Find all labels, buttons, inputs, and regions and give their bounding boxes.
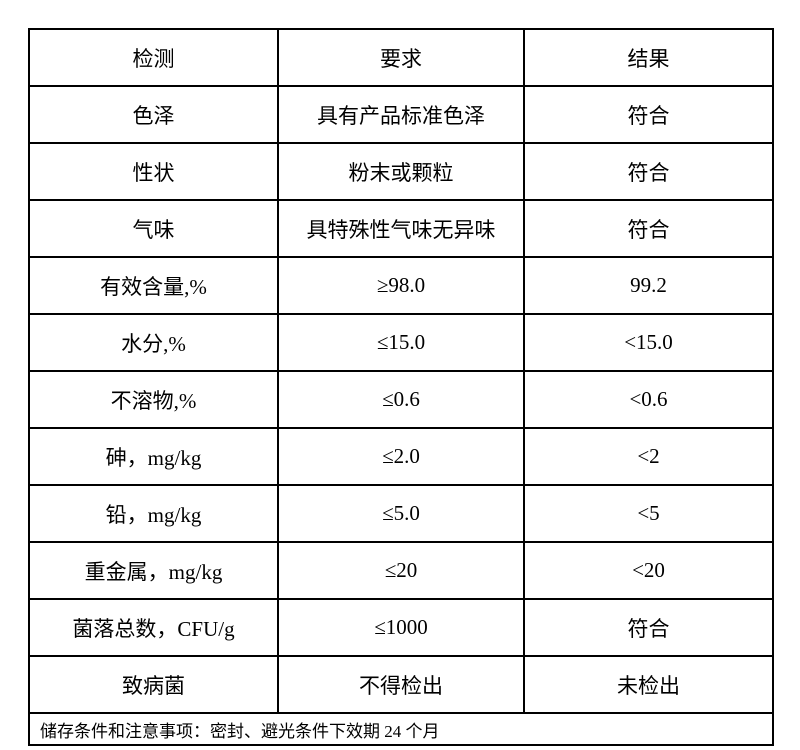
cell-requirement: ≤20	[277, 541, 525, 600]
cell-test-item: 色泽	[28, 85, 279, 144]
table-row: 水分,% ≤15.0 <15.0	[28, 313, 774, 372]
cell-requirement: ≤0.6	[277, 370, 525, 429]
cell-test-item: 重金属，mg/kg	[28, 541, 279, 600]
table-row: 致病菌 不得检出 未检出	[28, 655, 774, 714]
table-body: 色泽 具有产品标准色泽 符合 性状 粉末或颗粒 符合 气味 具特殊性气味无异味 符合 有效含量,%…	[28, 85, 774, 714]
cell-requirement: 不得检出	[277, 655, 525, 714]
cell-test-item: 菌落总数，CFU/g	[28, 598, 279, 657]
cell-requirement: ≤15.0	[277, 313, 525, 372]
cell-test-item: 水分,%	[28, 313, 279, 372]
table-row: 重金属，mg/kg ≤20 <20	[28, 541, 774, 600]
table-row: 有效含量,% ≥98.0 99.2	[28, 256, 774, 315]
table-row: 气味 具特殊性气味无异味 符合	[28, 199, 774, 258]
table-row: 菌落总数，CFU/g ≤1000 符合	[28, 598, 774, 657]
cell-result: <2	[523, 427, 774, 486]
table-row: 不溶物,% ≤0.6 <0.6	[28, 370, 774, 429]
cell-requirement: ≤5.0	[277, 484, 525, 543]
cell-result: 99.2	[523, 256, 774, 315]
storage-conditions-note: 储存条件和注意事项：密封、避光条件下效期 24 个月	[28, 712, 774, 746]
cell-result: <5	[523, 484, 774, 543]
cell-requirement: 粉末或颗粒	[277, 142, 525, 201]
header-test-item: 检测	[28, 28, 279, 87]
table-footer: 储存条件和注意事项：密封、避光条件下效期 24 个月	[28, 712, 774, 746]
cell-result: 符合	[523, 199, 774, 258]
header-result: 结果	[523, 28, 774, 87]
cell-result: 未检出	[523, 655, 774, 714]
footer-row: 储存条件和注意事项：密封、避光条件下效期 24 个月	[28, 712, 774, 746]
table-row: 铅，mg/kg ≤5.0 <5	[28, 484, 774, 543]
table-row: 砷，mg/kg ≤2.0 <2	[28, 427, 774, 486]
cell-requirement: ≤1000	[277, 598, 525, 657]
cell-requirement: 具有产品标准色泽	[277, 85, 525, 144]
cell-test-item: 致病菌	[28, 655, 279, 714]
cell-test-item: 不溶物,%	[28, 370, 279, 429]
table-header: 检测 要求 结果	[28, 28, 774, 87]
cell-result: 符合	[523, 142, 774, 201]
cell-requirement: ≤2.0	[277, 427, 525, 486]
cell-test-item: 有效含量,%	[28, 256, 279, 315]
cell-test-item: 气味	[28, 199, 279, 258]
inspection-table: 检测 要求 结果 色泽 具有产品标准色泽 符合 性状 粉末或颗粒 符合 气味 具特殊性气味无异…	[28, 28, 774, 746]
cell-test-item: 铅，mg/kg	[28, 484, 279, 543]
cell-result: <20	[523, 541, 774, 600]
cell-test-item: 性状	[28, 142, 279, 201]
cell-requirement: 具特殊性气味无异味	[277, 199, 525, 258]
cell-result: <15.0	[523, 313, 774, 372]
cell-test-item: 砷，mg/kg	[28, 427, 279, 486]
table-row: 性状 粉末或颗粒 符合	[28, 142, 774, 201]
table-row: 色泽 具有产品标准色泽 符合	[28, 85, 774, 144]
header-row: 检测 要求 结果	[28, 28, 774, 87]
cell-result: 符合	[523, 598, 774, 657]
cell-result: 符合	[523, 85, 774, 144]
header-requirement: 要求	[277, 28, 525, 87]
cell-requirement: ≥98.0	[277, 256, 525, 315]
cell-result: <0.6	[523, 370, 774, 429]
